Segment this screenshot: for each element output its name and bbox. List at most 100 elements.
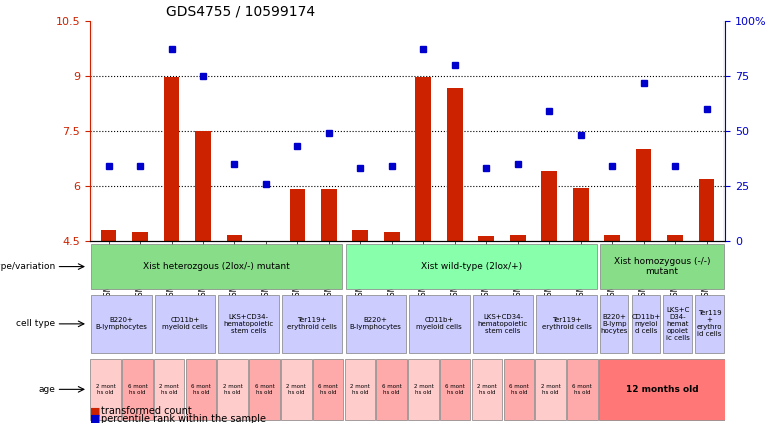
- Bar: [93, 21, 124, 241]
- Text: 12 months old: 12 months old: [626, 385, 698, 394]
- Text: GDS4755 / 10599174: GDS4755 / 10599174: [166, 5, 315, 19]
- Bar: [101, 230, 116, 241]
- FancyBboxPatch shape: [473, 295, 533, 352]
- FancyBboxPatch shape: [218, 295, 278, 352]
- Text: CD11b+
myeloid cells: CD11b+ myeloid cells: [162, 317, 208, 330]
- Text: ■: ■: [90, 406, 100, 416]
- Bar: [502, 21, 534, 241]
- Bar: [321, 189, 337, 241]
- Text: 6 mont
hs old: 6 mont hs old: [318, 384, 338, 395]
- FancyBboxPatch shape: [282, 295, 342, 352]
- Bar: [132, 232, 148, 241]
- Text: 6 mont
hs old: 6 mont hs old: [191, 384, 211, 395]
- Bar: [447, 88, 463, 241]
- Text: B220+
B-lymp
hocytes: B220+ B-lymp hocytes: [601, 314, 628, 334]
- FancyBboxPatch shape: [504, 359, 534, 420]
- Text: 2 mont
hs old: 2 mont hs old: [477, 384, 497, 395]
- FancyBboxPatch shape: [91, 295, 151, 352]
- FancyBboxPatch shape: [664, 295, 692, 352]
- Text: cell type: cell type: [16, 319, 55, 328]
- FancyBboxPatch shape: [91, 244, 342, 289]
- FancyBboxPatch shape: [535, 359, 566, 420]
- Bar: [691, 21, 722, 241]
- Bar: [470, 21, 502, 241]
- Text: 6 mont
hs old: 6 mont hs old: [573, 384, 592, 395]
- FancyBboxPatch shape: [408, 359, 438, 420]
- Bar: [227, 235, 243, 241]
- FancyBboxPatch shape: [90, 359, 121, 420]
- Text: 6 mont
hs old: 6 mont hs old: [509, 384, 529, 395]
- Bar: [407, 21, 439, 241]
- Bar: [573, 188, 588, 241]
- Text: transformed count: transformed count: [101, 406, 192, 416]
- FancyBboxPatch shape: [472, 359, 502, 420]
- FancyBboxPatch shape: [345, 359, 375, 420]
- Bar: [667, 235, 683, 241]
- FancyBboxPatch shape: [250, 359, 280, 420]
- FancyBboxPatch shape: [440, 359, 470, 420]
- Text: CD11b+
myeloi
d cells: CD11b+ myeloi d cells: [631, 314, 661, 334]
- Bar: [289, 189, 305, 241]
- Text: 6 mont
hs old: 6 mont hs old: [381, 384, 402, 395]
- Bar: [250, 21, 282, 241]
- Bar: [345, 21, 376, 241]
- Text: percentile rank within the sample: percentile rank within the sample: [101, 414, 267, 423]
- Text: age: age: [39, 385, 55, 394]
- Bar: [313, 21, 345, 241]
- FancyBboxPatch shape: [186, 359, 216, 420]
- Bar: [218, 21, 250, 241]
- Text: CD11b+
myeloid cells: CD11b+ myeloid cells: [417, 317, 463, 330]
- Text: 6 mont
hs old: 6 mont hs old: [127, 384, 147, 395]
- Bar: [659, 21, 691, 241]
- Text: 2 mont
hs old: 2 mont hs old: [159, 384, 179, 395]
- Text: Ter119+
erythroid cells: Ter119+ erythroid cells: [287, 317, 337, 330]
- FancyBboxPatch shape: [600, 244, 724, 289]
- Text: LKS+CD34-
hematopoietic
stem cells: LKS+CD34- hematopoietic stem cells: [224, 314, 274, 334]
- FancyBboxPatch shape: [313, 359, 343, 420]
- Bar: [187, 21, 218, 241]
- Bar: [124, 21, 156, 241]
- Bar: [195, 131, 211, 241]
- FancyBboxPatch shape: [122, 359, 153, 420]
- Bar: [597, 21, 628, 241]
- Text: 2 mont
hs old: 2 mont hs old: [413, 384, 434, 395]
- Bar: [604, 235, 620, 241]
- Bar: [565, 21, 597, 241]
- FancyBboxPatch shape: [281, 359, 311, 420]
- Text: Xist wild-type (2lox/+): Xist wild-type (2lox/+): [420, 262, 522, 271]
- Text: ■: ■: [90, 414, 100, 423]
- Text: LKS+CD34-
hematopoietic
stem cells: LKS+CD34- hematopoietic stem cells: [478, 314, 528, 334]
- Text: 2 mont
hs old: 2 mont hs old: [541, 384, 561, 395]
- Bar: [636, 149, 651, 241]
- Bar: [353, 230, 368, 241]
- Bar: [416, 77, 431, 241]
- Text: LKS+C
D34-
hemat
opoiet
ic cells: LKS+C D34- hemat opoiet ic cells: [666, 307, 690, 341]
- Bar: [541, 171, 557, 241]
- Text: 2 mont
hs old: 2 mont hs old: [286, 384, 307, 395]
- Bar: [628, 21, 659, 241]
- Text: B220+
B-lymphocytes: B220+ B-lymphocytes: [95, 317, 147, 330]
- FancyBboxPatch shape: [599, 359, 725, 420]
- FancyBboxPatch shape: [632, 295, 660, 352]
- Text: Ter119
+
erythro
id cells: Ter119 + erythro id cells: [697, 310, 722, 338]
- Text: Xist homozygous (-/-)
mutant: Xist homozygous (-/-) mutant: [614, 257, 710, 276]
- Text: Ter119+
erythroid cells: Ter119+ erythroid cells: [541, 317, 591, 330]
- FancyBboxPatch shape: [346, 244, 597, 289]
- FancyBboxPatch shape: [346, 295, 406, 352]
- Text: 6 mont
hs old: 6 mont hs old: [254, 384, 275, 395]
- Bar: [376, 21, 407, 241]
- FancyBboxPatch shape: [377, 359, 407, 420]
- Text: 6 mont
hs old: 6 mont hs old: [445, 384, 465, 395]
- Bar: [164, 77, 179, 241]
- Bar: [156, 21, 187, 241]
- Bar: [439, 21, 470, 241]
- Bar: [384, 232, 399, 241]
- Text: genotype/variation: genotype/variation: [0, 262, 55, 271]
- Bar: [534, 21, 565, 241]
- Bar: [510, 235, 526, 241]
- FancyBboxPatch shape: [695, 295, 724, 352]
- FancyBboxPatch shape: [155, 295, 215, 352]
- Bar: [478, 236, 494, 241]
- Bar: [699, 179, 714, 241]
- Text: 2 mont
hs old: 2 mont hs old: [223, 384, 243, 395]
